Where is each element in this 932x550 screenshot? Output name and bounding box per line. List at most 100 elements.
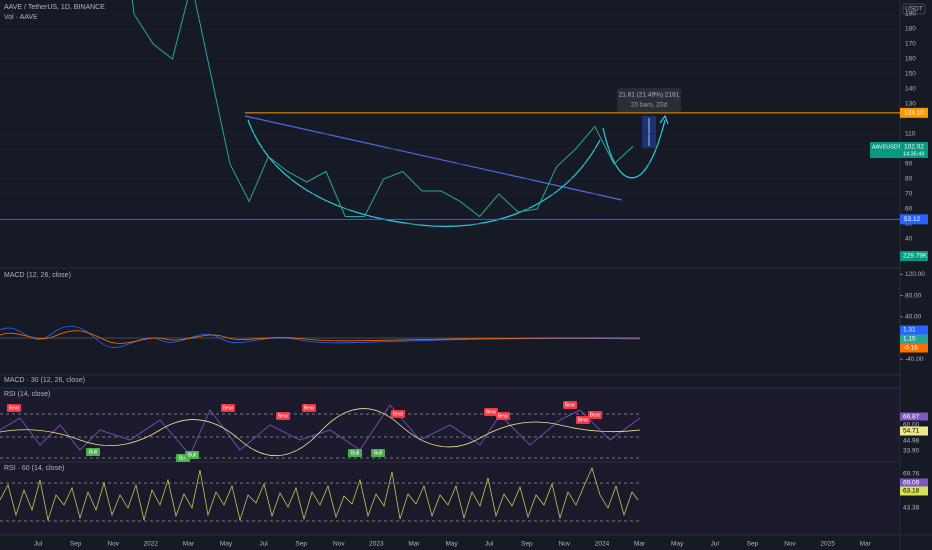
time-label: 2023 (369, 541, 384, 548)
rsi60-background (0, 462, 900, 535)
pane-title: MACD · 30 (12, 26, close) (4, 377, 85, 384)
measure-change: 21.81 (21.49%) 2181 (619, 92, 680, 99)
pane-title: RSI (14, close) (4, 391, 50, 398)
price-tick-label: 160 (905, 56, 916, 63)
price-tick-label: 60 (905, 206, 913, 213)
price-tick-label: 190 (905, 11, 916, 18)
signal-box (588, 411, 602, 419)
signal-box (348, 449, 362, 457)
value-tag-label: 66.87 (903, 414, 920, 421)
value-tag (900, 436, 928, 446)
signal-label: Bear (223, 405, 234, 411)
time-label: May (220, 541, 233, 548)
value-tag (900, 469, 928, 479)
volume-label: 229.79K (903, 253, 928, 260)
pane-title: MACD (12, 26, close) (4, 272, 71, 279)
signal-label: Bull (374, 450, 382, 456)
time-label: Sep (747, 541, 759, 548)
support-tag (900, 214, 928, 225)
last-price-tag (900, 142, 928, 158)
trendline (244, 115, 623, 201)
price-tick-label: 70 (905, 191, 913, 198)
value-tag (900, 426, 928, 436)
price-tick-label: 130 (905, 101, 916, 108)
price-line (131, 0, 634, 218)
price-tick-label: 80 (905, 176, 913, 183)
volume-tag (900, 251, 928, 261)
value-tag (900, 334, 928, 344)
time-label: Jul (34, 541, 43, 548)
price-tick-label: 170 (905, 41, 916, 48)
arrow-head (659, 114, 669, 125)
signal-label: Bear (498, 413, 509, 419)
currency[interactable]: USDT (905, 6, 923, 13)
time-label: Mar (860, 541, 872, 548)
signal-label: Bull (351, 450, 359, 456)
signal-box (276, 412, 290, 420)
rsi-line (0, 404, 641, 456)
signal-label: Bear (590, 412, 601, 418)
value-tag-label: 60.00 (903, 422, 920, 429)
price-plot (131, 0, 634, 218)
price-tick-label: 140 (905, 86, 916, 93)
rsi60-line (0, 466, 639, 522)
value-tag-label: 33.90 (903, 448, 920, 455)
time-label: Sep (70, 541, 82, 548)
signal-label: Bear (304, 405, 315, 411)
price-tick-label: 150 (905, 71, 916, 78)
price-tick-label: 40 (905, 236, 913, 243)
value-tag-label: 1.31 (903, 327, 916, 334)
pane-title: RSI · 60 (14, close) (4, 465, 64, 472)
value-tag (900, 325, 928, 335)
signal-label: Bear (278, 413, 289, 419)
time-label: 2025 (820, 541, 835, 548)
time-label: May (445, 541, 458, 548)
time-label: 2022 (144, 541, 159, 548)
price-tick-label: 180 (905, 26, 916, 33)
resistance-tag (900, 107, 928, 118)
time-label: Mar (634, 541, 646, 548)
handle-curve (602, 119, 666, 179)
macd-tick-label: 40.00 (905, 314, 922, 321)
value-tag (900, 420, 928, 430)
value-tag-label: 69.76 (903, 471, 920, 478)
currency-button[interactable] (902, 3, 926, 15)
time-label: Jul (485, 541, 494, 548)
signal-label: Bear (578, 417, 589, 423)
measure-tooltip (617, 88, 681, 112)
measure-span: 20 bars, 20d (631, 102, 668, 109)
value-tag (900, 478, 928, 488)
support-label: 53.12 (904, 216, 921, 223)
signal-box (563, 401, 577, 409)
symbol-title: AAVE / TetherUS, 1D, BINANCE (4, 4, 105, 11)
macd-tick-label: 80.00 (905, 292, 922, 299)
time-label: Nov (559, 541, 571, 548)
value-tag-label: 1.15 (903, 336, 916, 343)
signal-label: Bear (486, 409, 497, 415)
price-tick-label: 110 (905, 131, 916, 138)
signal-label: Bear (9, 405, 20, 411)
time-label: Jul (259, 541, 268, 548)
value-tag-label: 54.71 (903, 428, 920, 435)
signal-box (302, 404, 316, 412)
value-tag (900, 503, 928, 513)
countdown: 14:35:49 (903, 151, 924, 157)
time-label: Jul (711, 541, 720, 548)
value-tag (900, 343, 928, 353)
signal-label: Bear (565, 402, 576, 408)
macd-tick-label: -40.00 (905, 356, 924, 363)
signal-box (496, 412, 510, 420)
signal-box (185, 451, 199, 459)
signal-box (221, 404, 235, 412)
rsi-ma (0, 408, 641, 457)
last-price: 102.02 (904, 144, 924, 151)
price-tick-label: 90 (905, 161, 913, 168)
last-symbol-tag (870, 142, 900, 158)
time-label: Mar (183, 541, 195, 548)
value-tag (900, 486, 928, 496)
resistance-label: 124.10 (904, 110, 924, 117)
value-tag-label: 43.38 (903, 505, 920, 512)
signal-label: Bear (393, 411, 404, 417)
signal-box (7, 404, 21, 412)
